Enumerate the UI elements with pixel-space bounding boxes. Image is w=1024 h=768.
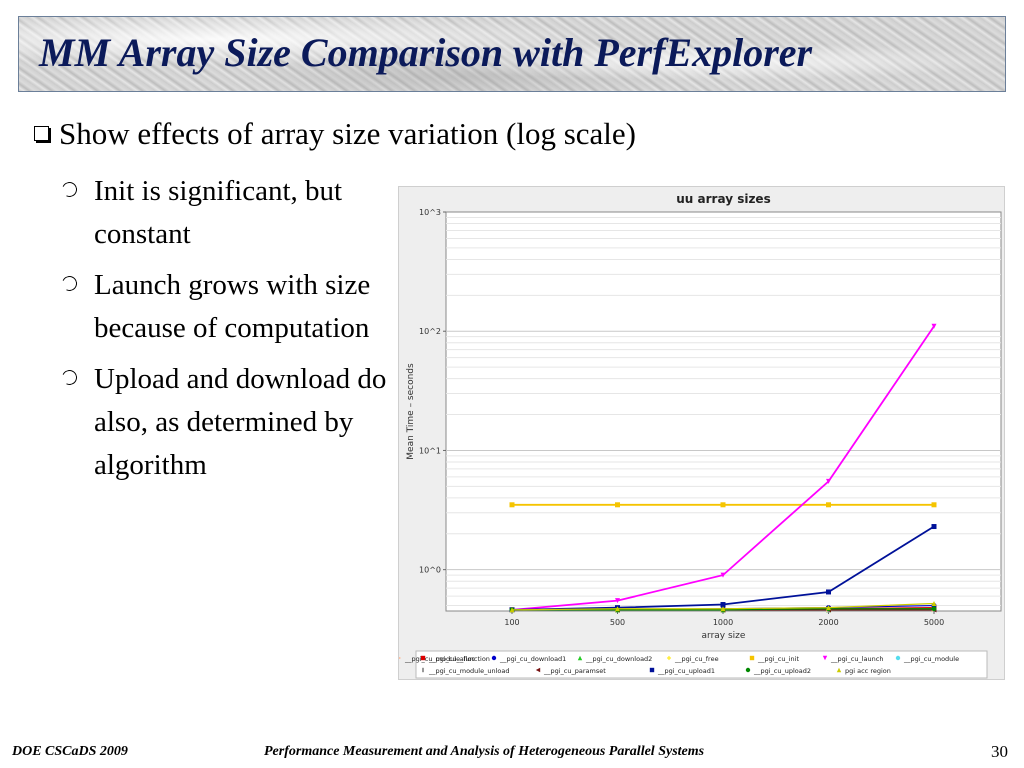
x-tick-label: 500 [610,618,625,627]
data-point [509,607,515,613]
title-banner: MM Array Size Comparison with PerfExplor… [18,16,1006,92]
sub-bullet: Upload and download do also, as determin… [59,358,392,487]
legend-marker [535,667,541,673]
sub-bullet: Launch grows with size because of comput… [59,264,392,350]
data-point [720,606,726,612]
y-tick-label: 10^3 [419,208,441,217]
sub-bullet-list: Init is significant, but constant Launch… [59,170,392,495]
circle-bullet-icon [59,179,80,200]
sub-bullet-text: Init is significant, but constant [94,175,343,250]
legend-label: __pgi_cu_launch [830,655,883,663]
data-point [720,602,726,608]
legend-label: pgi acc region [845,667,891,675]
legend-label: __pgi_cu_alloc [428,655,475,663]
page-number: 30 [991,742,1008,761]
legend-marker [745,667,751,673]
data-point [720,502,726,508]
y-tick-label: 10^0 [419,566,441,575]
data-point [931,601,937,607]
data-point [931,323,937,329]
legend-label: __pgi_cu_module [903,655,959,663]
y-axis-label: Mean Time – seconds [406,363,416,460]
data-point [931,502,937,508]
x-tick-label: 5000 [924,618,944,627]
legend-label: __pgi_cu_module_unload [428,667,510,675]
sub-bullet-text: Upload and download do also, as determin… [94,363,387,481]
legend-marker [649,667,655,673]
x-axis-label: array size [702,631,746,641]
y-tick-label: 10^2 [419,327,441,336]
slide-title: MM Array Size Comparison with PerfExplor… [39,30,813,75]
main-bullet-text: Show effects of array size variation (lo… [59,116,636,151]
x-tick-label: 100 [504,618,519,627]
footer-conference: DOE CSCaDS 2009 [12,744,128,759]
legend-marker [666,655,672,661]
legend-marker [491,655,497,661]
data-point [826,478,831,484]
y-tick-label: 10^1 [419,446,441,455]
line-chart: uu array sizes 10^0 10^1 10^2 10^3 100 500 1000… [399,192,1002,679]
legend-marker [895,655,901,661]
plot-area [445,211,1002,612]
legend-label: __pgi_cu_upload2 [753,667,811,675]
data-point [509,502,515,508]
legend-marker [420,655,426,661]
x-tick-label: 1000 [713,618,733,627]
chart-panel: uu array sizes 10^0 10^1 10^2 10^3 100 500 1000… [398,186,1005,680]
square-bullet-icon [34,126,49,141]
chart-title: uu array sizes [676,192,770,206]
circle-bullet-icon [59,367,80,388]
legend-label: __pgi_cu_upload1 [657,667,715,675]
data-point [720,572,726,578]
legend-marker [836,667,842,673]
legend-label: __pgi_cu_init [757,655,799,663]
legend-box [415,650,988,679]
data-point [826,589,831,595]
legend-label: __pgi_cu_free [674,655,719,663]
data-point [826,605,831,611]
legend-marker [577,655,583,661]
legend-marker [422,667,424,673]
legend-marker [822,655,828,661]
data-point [615,598,620,604]
circle-bullet-icon [59,273,80,294]
legend-label: __pgi_cu_download1 [499,655,566,663]
data-point [615,606,620,612]
sub-bullet: Init is significant, but constant [59,170,392,256]
sub-bullet-text: Launch grows with size because of comput… [94,269,371,344]
legend-label: __pgi_cu_module_function [404,655,490,663]
footer-talk-title: Performance Measurement and Analysis of … [264,744,705,759]
x-tick-label: 2000 [818,618,838,627]
legend-marker [749,655,755,661]
legend-marker [399,656,402,660]
main-bullet: Show effects of array size variation (lo… [34,116,636,152]
legend-label: __pgi_cu_paramset [543,667,606,675]
data-point [931,524,937,530]
data-point [931,606,937,612]
legend-label: __pgi_cu_download2 [585,655,652,663]
data-point [826,502,831,508]
data-point [615,502,620,508]
